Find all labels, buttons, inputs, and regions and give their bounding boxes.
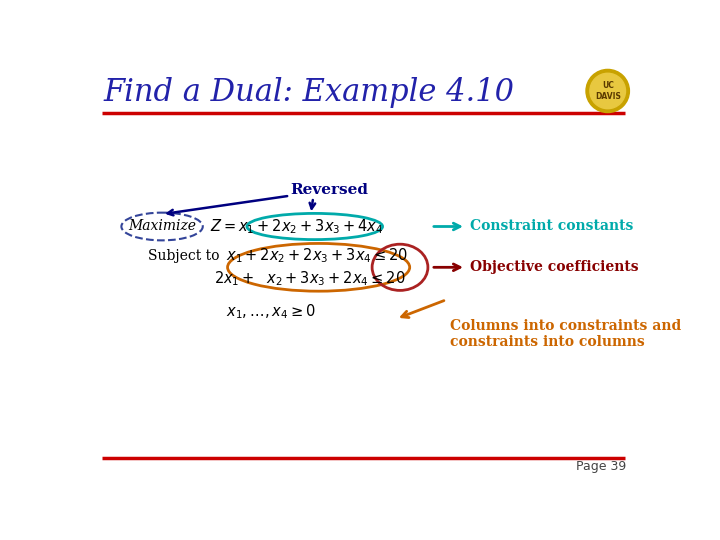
Text: Page 39: Page 39	[576, 460, 626, 473]
Text: Constraint constants: Constraint constants	[469, 219, 633, 233]
Text: $Z = x_1 + 2x_2 + 3x_3 + 4x_4$: $Z = x_1 + 2x_2 + 3x_3 + 4x_4$	[210, 217, 384, 236]
Text: Reversed: Reversed	[290, 183, 368, 197]
Text: $x_1, \ldots, x_4 \geq 0$: $x_1, \ldots, x_4 \geq 0$	[225, 302, 315, 321]
Text: Maximize: Maximize	[128, 219, 196, 233]
Text: Find a Dual: Example 4.10: Find a Dual: Example 4.10	[104, 77, 515, 108]
Text: $2x_1 +\ \ x_2 + 3x_3 + 2x_4 \leq 20$: $2x_1 +\ \ x_2 + 3x_3 + 2x_4 \leq 20$	[214, 269, 405, 288]
Circle shape	[590, 73, 626, 109]
Text: Columns into constraints and
constraints into columns: Columns into constraints and constraints…	[451, 319, 682, 349]
Text: Objective coefficients: Objective coefficients	[469, 260, 639, 274]
Text: UC
DAVIS: UC DAVIS	[595, 82, 621, 100]
Circle shape	[586, 70, 629, 112]
Text: Subject to: Subject to	[148, 249, 220, 263]
Text: $x_1 + 2x_2 + 2x_3 + 3x_4 \leq 20$: $x_1 + 2x_2 + 2x_3 + 3x_4 \leq 20$	[225, 246, 408, 265]
